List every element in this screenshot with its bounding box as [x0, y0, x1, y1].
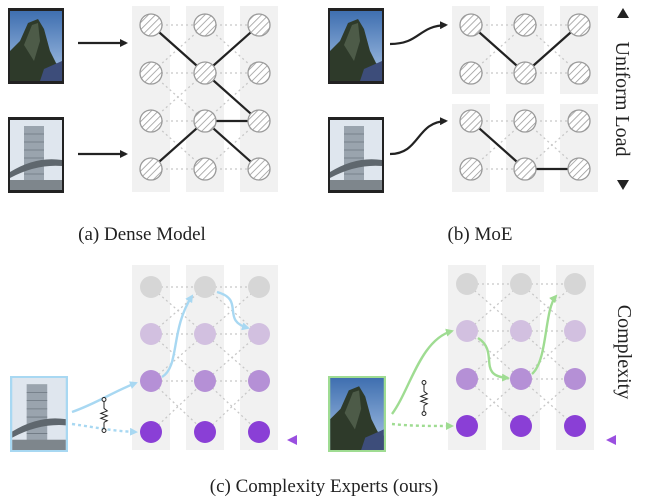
caption-complexity: (c) Complexity Experts (ours): [210, 476, 438, 497]
hatched-expert-nodes: [139, 13, 271, 181]
dotted-connections-left: [150, 286, 260, 433]
rock-formation-image-icon: [330, 378, 384, 450]
column-backgrounds-left: [132, 265, 278, 450]
hatched-expert-nodes: [459, 13, 591, 181]
arrow-down-icon: [617, 180, 629, 190]
rock-formation-image-icon: [330, 11, 382, 81]
uniform-load-indicator: Uniform Load: [611, 8, 633, 190]
resistor-switch-icon: [100, 397, 108, 433]
green-route: [391, 294, 558, 430]
panel-moe: Uniform Load (b) MoE: [328, 6, 633, 245]
building-image-icon: [12, 378, 66, 450]
arrow-up-icon: [617, 8, 629, 18]
resistor-switch-icon: [420, 380, 428, 416]
caption-moe: (b) MoE: [448, 224, 513, 245]
input-images: [328, 8, 384, 193]
expert-nodes-left: [140, 276, 270, 443]
building-image-icon: [330, 119, 382, 191]
column-backgrounds: [452, 6, 598, 192]
router-arrows: [389, 21, 448, 156]
input-images: [8, 8, 64, 193]
input-image-right: [328, 376, 386, 452]
complexity-label: Complexity: [613, 305, 635, 399]
input-arrows: [78, 39, 128, 158]
panel-dense-model: (a) Dense Model: [8, 6, 278, 245]
caption-dense: (a) Dense Model: [78, 224, 206, 245]
expert-nodes-right: [456, 273, 586, 437]
input-image-left: [10, 376, 68, 452]
building-image-icon: [10, 119, 62, 191]
rock-formation-image-icon: [10, 11, 62, 81]
complexity-gradient-right: Complexity: [605, 264, 635, 445]
panel-complexity-experts: Complexity (c) Complexity Experts (ours): [10, 264, 635, 497]
uniform-load-label: Uniform Load: [611, 42, 633, 157]
blue-route: [71, 290, 250, 436]
